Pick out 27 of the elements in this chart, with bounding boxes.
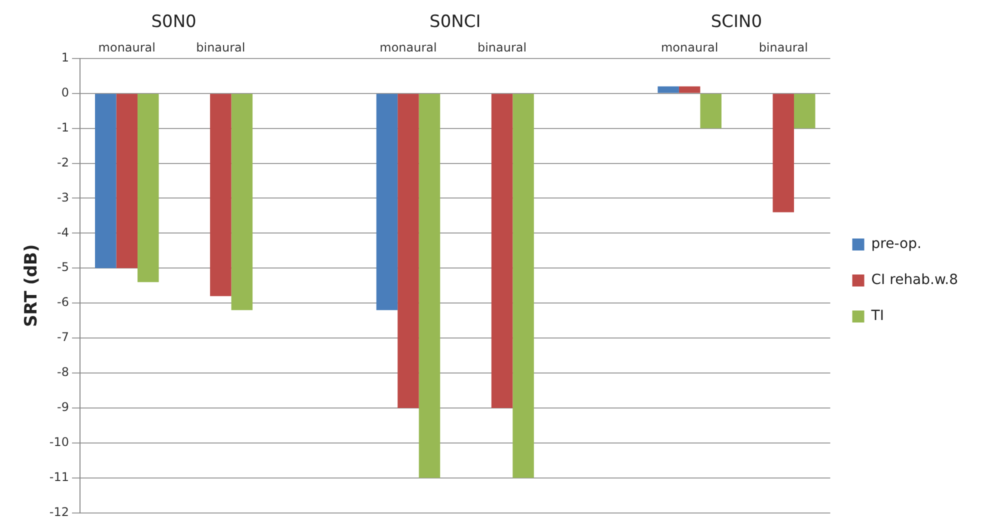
y-tick-label: -7 (57, 330, 69, 344)
x-tick-label: binaural (758, 40, 808, 54)
y-axis-title: SRT (dB) (22, 244, 42, 327)
y-tick-label: -4 (57, 225, 69, 240)
y-tick-label: -11 (49, 470, 69, 484)
y-tick-label: 1 (61, 50, 69, 65)
x-tick-label: monaural (380, 40, 437, 54)
x-tick-label: monaural (660, 40, 718, 54)
x-tick-label: binaural (196, 40, 246, 54)
legend-label: CI rehab.w.8 (871, 272, 958, 288)
legend-label: pre-op. (871, 236, 922, 252)
y-tick-label: -2 (57, 155, 69, 170)
text: S0N0 (151, 12, 196, 32)
x-tick-label: monaural (98, 40, 156, 54)
legend-label: TI (870, 308, 884, 324)
y-tick-label: -10 (49, 435, 69, 450)
y-tick-label: -5 (57, 260, 69, 274)
text: SCIN0 (710, 12, 762, 32)
y-tick-label: -8 (57, 365, 69, 380)
y-tick-label: -6 (57, 295, 69, 310)
y-tick-label: -1 (57, 120, 69, 134)
y-tick-label: -12 (49, 504, 69, 519)
y-tick-label: -3 (57, 190, 69, 204)
text: S0NCI (430, 12, 481, 32)
x-tick-label: binaural (477, 40, 527, 54)
y-tick-label: -9 (57, 400, 69, 414)
y-tick-label: 0 (61, 85, 69, 100)
